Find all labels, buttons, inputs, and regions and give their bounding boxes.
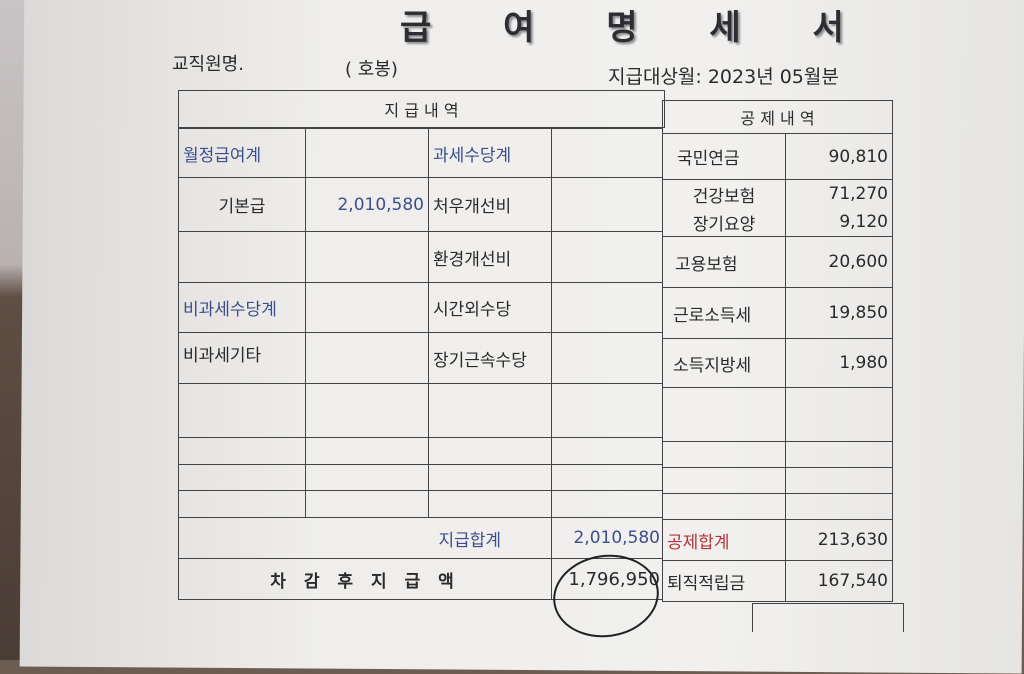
overtime-label: 시간외수당 bbox=[428, 282, 552, 333]
empty-row bbox=[178, 437, 663, 465]
deductions-header: 공 제 내 역 bbox=[662, 100, 893, 134]
empty-cell bbox=[785, 387, 893, 442]
empty-cell bbox=[178, 383, 306, 438]
deduction-label: 소득지방세 bbox=[662, 338, 786, 388]
deduction-label: 근로소득세 bbox=[662, 287, 786, 339]
deduction-value-pair: 71,270 9,120 bbox=[785, 179, 893, 237]
nontaxable-other-label: 비과세기타 bbox=[178, 332, 306, 384]
deduction-total-label: 공제합계 bbox=[662, 519, 786, 561]
deduction-label: 고용보험 bbox=[662, 236, 786, 288]
deduction-value: 71,270 bbox=[828, 184, 888, 204]
nontaxable-allowance-label: 비과세수당계 bbox=[178, 282, 306, 333]
empty-cell bbox=[305, 231, 429, 283]
empty-row bbox=[178, 464, 663, 491]
deduction-value: 9,120 bbox=[839, 212, 888, 232]
empty-cell bbox=[305, 383, 429, 438]
nontaxable-allowance-value bbox=[305, 282, 429, 333]
pay-period: 지급대상월: 2023년 05월분 bbox=[608, 66, 839, 88]
nontaxable-other-value bbox=[305, 332, 429, 384]
deduction-label: 장기요양 bbox=[692, 214, 756, 235]
empty-row bbox=[662, 441, 893, 468]
monthly-total-value bbox=[305, 128, 429, 178]
deduction-label-pair: 건강보험 장기요양 bbox=[662, 179, 786, 237]
empty-row bbox=[662, 493, 893, 520]
deduction-value: 90,810 bbox=[785, 133, 893, 180]
net-pay-label: 차 감 후 지 급 액 bbox=[178, 558, 552, 600]
employee-name-label: 교직원명. bbox=[172, 54, 244, 75]
longevity-label: 장기근속수당 bbox=[428, 332, 552, 384]
pay-total-label: 지급합계 bbox=[178, 517, 552, 559]
deduction-label: 건강보험 bbox=[692, 186, 756, 207]
base-pay-value: 2,010,580 bbox=[305, 177, 429, 232]
treatment-improvement-label: 처우개선비 bbox=[428, 177, 552, 232]
taxable-allowance-value bbox=[551, 128, 663, 178]
deduction-value: 20,600 bbox=[785, 236, 893, 288]
overtime-value bbox=[551, 282, 663, 333]
deduction-value: 1,980 bbox=[785, 338, 893, 388]
deduction-label: 국민연금 bbox=[662, 133, 786, 180]
empty-cell bbox=[551, 383, 663, 438]
pay-total-value: 2,010,580 bbox=[551, 517, 663, 559]
monthly-total-label: 월정급여계 bbox=[178, 128, 306, 178]
taxable-allowance-label: 과세수당계 bbox=[428, 128, 552, 178]
empty-row bbox=[662, 467, 893, 494]
grade-label: ( 호봉) bbox=[345, 59, 398, 80]
document-title: 급 여 명 세 서 bbox=[400, 8, 874, 48]
retirement-value: 167,540 bbox=[785, 560, 893, 602]
longevity-value bbox=[551, 332, 663, 384]
payments-header: 지 급 내 역 bbox=[178, 90, 665, 128]
retirement-label: 퇴직적립금 bbox=[662, 560, 786, 602]
environment-improvement-value bbox=[551, 231, 663, 283]
empty-row bbox=[178, 490, 663, 518]
deduction-value: 19,850 bbox=[785, 287, 893, 339]
base-pay-label: 기본급 bbox=[178, 177, 306, 232]
signature-box bbox=[752, 603, 904, 632]
deduction-total-value: 213,630 bbox=[785, 519, 893, 561]
empty-cell bbox=[662, 387, 786, 442]
payslip-table: 지 급 내 역 공 제 내 역 월정급여계 과세수당계 기본급 2,010,58… bbox=[178, 90, 893, 602]
empty-cell bbox=[428, 383, 552, 438]
empty-cell bbox=[178, 231, 306, 283]
environment-improvement-label: 환경개선비 bbox=[428, 231, 552, 283]
treatment-improvement-value bbox=[551, 177, 663, 232]
